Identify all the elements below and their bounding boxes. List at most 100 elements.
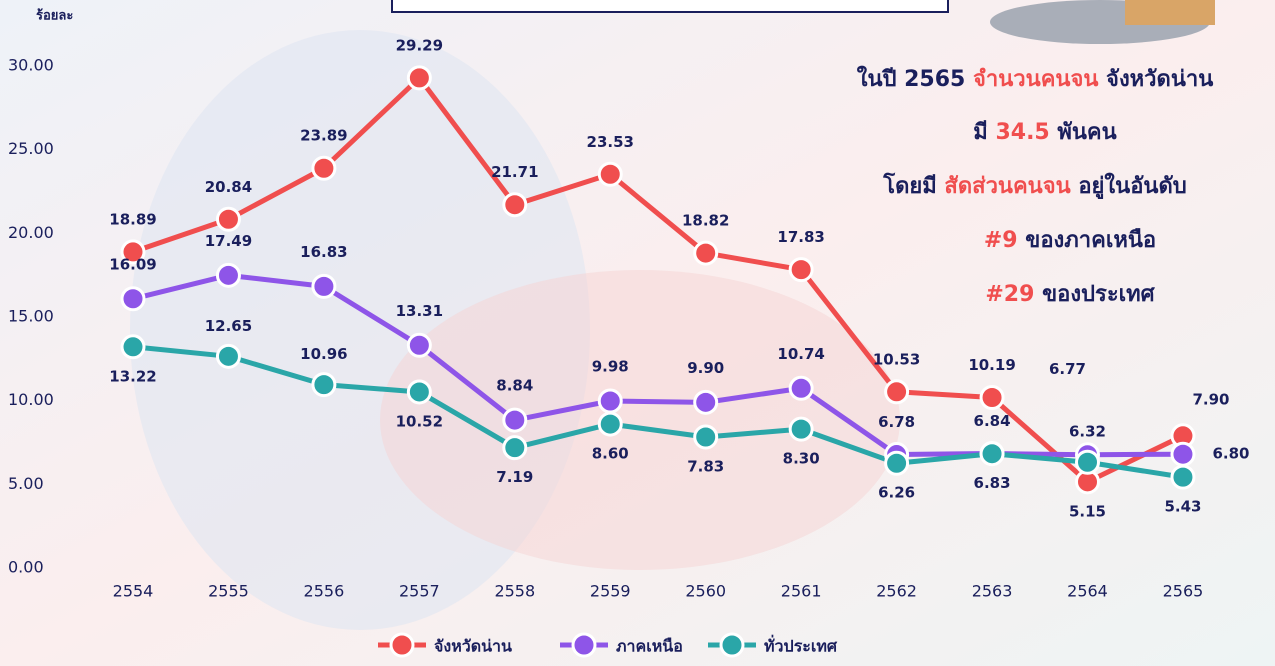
value-label: 6.84 bbox=[974, 412, 1011, 430]
y-tick-label: 10.00 bbox=[8, 390, 54, 409]
y-tick-label: 30.00 bbox=[8, 56, 54, 75]
x-tick-label: 2560 bbox=[685, 582, 726, 601]
value-label: 20.84 bbox=[205, 178, 252, 196]
value-label: 8.60 bbox=[592, 445, 629, 463]
point bbox=[504, 437, 526, 459]
value-label: 6.78 bbox=[878, 413, 915, 431]
legend-label: ทั่วประเทศ bbox=[764, 635, 838, 656]
point bbox=[790, 418, 812, 440]
value-label: 7.19 bbox=[496, 468, 533, 486]
point bbox=[886, 452, 908, 474]
point bbox=[599, 413, 621, 435]
value-label: 10.96 bbox=[300, 345, 347, 363]
value-label: 5.43 bbox=[1164, 498, 1201, 516]
annotation-part: ของภาคเหนือ bbox=[1018, 228, 1157, 253]
y-tick-label: 20.00 bbox=[8, 223, 54, 242]
point bbox=[695, 391, 717, 413]
point bbox=[1077, 451, 1099, 473]
value-label: 8.84 bbox=[496, 377, 533, 395]
point bbox=[217, 264, 239, 286]
point bbox=[122, 288, 144, 310]
annotation: #9 ของภาคเหนือ bbox=[984, 228, 1156, 253]
value-label: 10.19 bbox=[968, 356, 1015, 374]
legend-label: ภาคเหนือ bbox=[616, 637, 683, 656]
value-label: 18.89 bbox=[109, 210, 156, 228]
annotation: โดยมี สัดส่วนคนจน อยู่ในอันดับ bbox=[882, 172, 1186, 200]
point bbox=[599, 163, 621, 185]
x-tick-label: 2562 bbox=[876, 582, 917, 601]
y-axis-label: ร้อยละ bbox=[36, 8, 73, 24]
point bbox=[599, 390, 621, 412]
point bbox=[408, 67, 430, 89]
annotation-part: อยู่ในอันดับ bbox=[1071, 172, 1187, 200]
value-label: 7.90 bbox=[1192, 390, 1229, 408]
value-label: 10.74 bbox=[777, 345, 824, 363]
value-label: 23.89 bbox=[300, 127, 347, 145]
y-tick-label: 15.00 bbox=[8, 307, 54, 326]
point bbox=[217, 345, 239, 367]
value-label: 6.83 bbox=[974, 474, 1011, 492]
value-label: 9.98 bbox=[592, 358, 629, 376]
value-label: 18.82 bbox=[682, 212, 729, 230]
x-tick-label: 2554 bbox=[113, 582, 154, 601]
value-label: 13.31 bbox=[396, 302, 443, 320]
point bbox=[981, 443, 1003, 465]
annotation-part: พันคน bbox=[1050, 120, 1117, 145]
point bbox=[122, 336, 144, 358]
value-label: 29.29 bbox=[396, 36, 443, 54]
legend-marker bbox=[721, 634, 743, 656]
value-label: 12.65 bbox=[205, 317, 252, 335]
annotation-part: โดยมี bbox=[882, 172, 944, 199]
value-label: 16.83 bbox=[300, 243, 347, 261]
legend-marker bbox=[391, 634, 413, 656]
annotation: มี 34.5 พันคน bbox=[973, 120, 1116, 145]
point bbox=[313, 157, 335, 179]
point bbox=[408, 334, 430, 356]
point bbox=[790, 259, 812, 281]
value-label: 10.52 bbox=[396, 412, 443, 430]
value-label: 9.90 bbox=[687, 359, 724, 377]
x-tick-label: 2555 bbox=[208, 582, 249, 601]
value-label: 21.71 bbox=[491, 163, 538, 181]
point bbox=[313, 374, 335, 396]
value-label: 13.22 bbox=[109, 367, 156, 385]
annotation-part: ของประเทศ bbox=[1034, 282, 1155, 307]
value-label: 6.32 bbox=[1069, 423, 1106, 441]
annotation-part: สัดส่วนคนจน bbox=[944, 174, 1070, 199]
x-tick-label: 2561 bbox=[781, 582, 822, 601]
value-label: 17.49 bbox=[205, 232, 252, 250]
legend-label: จังหวัดน่าน bbox=[434, 637, 512, 656]
point bbox=[217, 208, 239, 230]
value-label: 16.09 bbox=[109, 255, 156, 273]
value-label: 8.30 bbox=[783, 450, 820, 468]
chart: ร้อยละ ในปี 2565 จำนวนคนจน จังหวัดน่านมี… bbox=[0, 0, 1275, 666]
point bbox=[408, 381, 430, 403]
annotation-part: 34.5 bbox=[995, 120, 1049, 145]
annotation-part: จังหวัดน่าน bbox=[1098, 67, 1213, 92]
title-box bbox=[392, 0, 948, 12]
x-tick-label: 2564 bbox=[1067, 582, 1108, 601]
legend-marker bbox=[573, 634, 595, 656]
point bbox=[695, 426, 717, 448]
value-label: 5.15 bbox=[1069, 502, 1106, 520]
point bbox=[504, 194, 526, 216]
value-label: 23.53 bbox=[587, 133, 634, 151]
annotation-part: ในปี 2565 bbox=[857, 65, 973, 92]
point bbox=[790, 377, 812, 399]
x-tick-label: 2565 bbox=[1163, 582, 1204, 601]
illustration bbox=[1125, 0, 1215, 25]
y-tick-label: 25.00 bbox=[8, 139, 54, 158]
annotation-part: #9 bbox=[984, 228, 1018, 253]
value-label: 6.26 bbox=[878, 484, 915, 502]
annotation-part: มี bbox=[973, 120, 995, 145]
annotation: ในปี 2565 จำนวนคนจน จังหวัดน่าน bbox=[857, 65, 1214, 92]
point bbox=[1172, 466, 1194, 488]
x-tick-label: 2557 bbox=[399, 582, 440, 601]
annotation-part: จำนวนคนจน bbox=[973, 67, 1098, 92]
y-tick-label: 5.00 bbox=[8, 474, 44, 493]
illustration bbox=[380, 270, 900, 570]
value-label: 6.77 bbox=[1049, 360, 1086, 378]
point bbox=[695, 242, 717, 264]
point bbox=[1172, 443, 1194, 465]
point bbox=[886, 381, 908, 403]
